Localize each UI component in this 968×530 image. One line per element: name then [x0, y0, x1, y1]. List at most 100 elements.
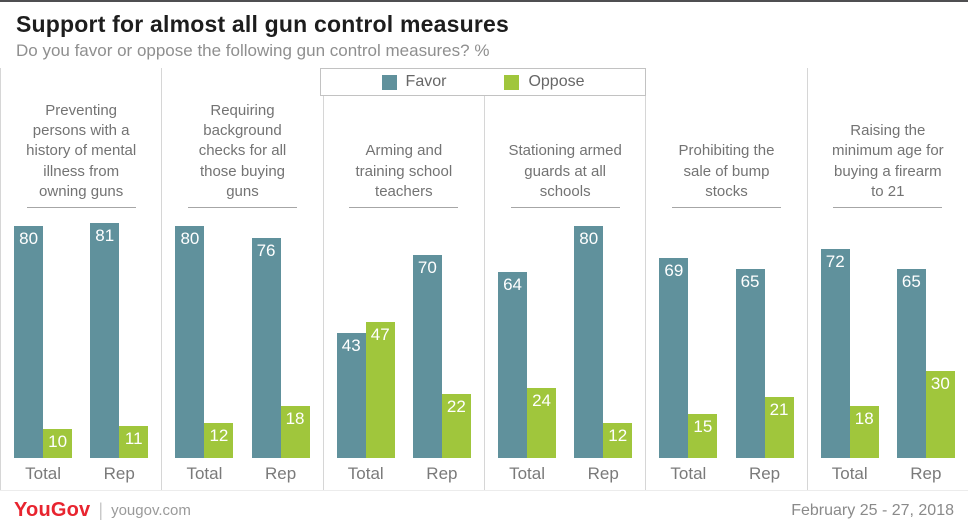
bar-value: 47	[370, 325, 390, 344]
group-label: Rep	[264, 464, 297, 483]
oppose-swatch-icon	[504, 74, 520, 90]
favor-bar: 65	[896, 269, 926, 458]
favor-bar: 80	[175, 226, 205, 458]
favor-bar: 76	[251, 238, 281, 458]
legend-label-favor: Favor	[405, 73, 447, 90]
bar-group-rep: 70 22 Rep	[412, 255, 471, 490]
bar-value: 80	[19, 229, 39, 248]
bar-value: 18	[285, 409, 305, 428]
panel-bars: 80 12 Total 76 18 Rep	[162, 208, 322, 490]
oppose-bar: 21	[764, 397, 794, 458]
group-label: Total	[831, 464, 868, 483]
favor-bar: 72	[820, 249, 850, 458]
panel-3: Arming and training school teachers 43 47 T…	[322, 68, 484, 490]
panel-6: Raising the minimum age for buying a fir…	[806, 68, 968, 490]
favor-bar: 80	[14, 226, 44, 458]
panel-heading: Arming and training school teachers	[355, 142, 453, 200]
bar-pair: 81 11	[90, 223, 149, 458]
group-label: Rep	[587, 464, 619, 483]
bar-value: 43	[341, 336, 361, 355]
panel-heading-rule	[349, 207, 459, 208]
bar-group-rep: 65 30 Rep	[896, 269, 955, 490]
panel-heading-rule	[510, 207, 620, 208]
bar-pair: 76 18	[251, 238, 310, 458]
panel-5: Prohibiting the sale of bump stocks 69 15 T…	[645, 68, 806, 490]
favor-bar: 70	[412, 255, 442, 458]
bar-pair: 64 24	[498, 272, 557, 458]
group-label: Rep	[426, 464, 458, 483]
bar-value: 21	[769, 400, 789, 419]
chart-area: Favor Oppose Preventing persons with a h…	[0, 68, 968, 490]
group-label: Total	[509, 464, 546, 483]
oppose-bar: 12	[603, 423, 633, 458]
panel-bars: 43 47 Total 70 22 Rep	[324, 208, 484, 490]
bar-value: 65	[740, 272, 760, 291]
bar-value: 10	[48, 432, 68, 451]
group-label: Rep	[910, 464, 942, 483]
panel-heading-rule	[187, 207, 297, 208]
oppose-bar: 15	[688, 414, 718, 458]
oppose-bar: 11	[119, 426, 149, 458]
group-label: Total	[186, 464, 223, 483]
panel-bars: 80 10 Total 81 11 Rep	[1, 208, 161, 490]
oppose-bar: 30	[925, 371, 955, 458]
panel-4: Stationing armed guards at all schools 64…	[483, 68, 645, 490]
bar-value: 64	[503, 275, 523, 294]
panel-bars: 72 18 Total 65 30 Rep	[808, 208, 968, 490]
brand-lockup: YouGov | yougov.com	[14, 499, 191, 522]
bar-value: 69	[664, 261, 684, 280]
group-label: Rep	[103, 464, 135, 483]
chart-footer: YouGov | yougov.com February 25 - 27, 20…	[0, 490, 968, 530]
legend: Favor Oppose	[320, 68, 646, 96]
favor-bar: 65	[735, 269, 765, 458]
bar-group-total: 80 12 Total	[175, 226, 234, 490]
favor-bar: 80	[574, 226, 604, 458]
bar-value: 65	[901, 272, 921, 291]
oppose-bar: 24	[527, 388, 557, 458]
oppose-bar: 22	[441, 394, 471, 458]
favor-bar: 81	[90, 223, 120, 458]
panel-heading-rule	[26, 207, 136, 208]
bar-group-total: 72 18 Total	[820, 249, 879, 490]
brand-site: yougov.com	[111, 502, 191, 519]
oppose-bar: 10	[43, 429, 73, 458]
bar-pair: 80 10	[14, 226, 73, 458]
bar-group-rep: 76 18 Rep	[251, 238, 310, 490]
bar-value: 80	[180, 229, 200, 248]
bar-value: 70	[417, 258, 437, 277]
panel-bars: 64 24 Total 80 12 Rep	[485, 208, 645, 490]
panel-bars: 69 15 Total 65 21 Rep	[646, 208, 806, 490]
panel-heading-rule	[671, 207, 781, 208]
bar-value: 24	[532, 391, 552, 410]
panel-2: Requiring background checks for all thos…	[161, 68, 322, 490]
favor-bar: 69	[659, 258, 689, 458]
bar-value: 12	[608, 426, 628, 445]
legend-item-favor: Favor	[381, 73, 447, 91]
bar-pair: 70 22	[412, 255, 471, 458]
favor-swatch-icon	[381, 74, 397, 90]
bar-group-total: 64 24 Total	[498, 272, 557, 490]
oppose-bar: 18	[280, 406, 310, 458]
oppose-bar: 12	[204, 423, 234, 458]
bar-pair: 80 12	[175, 226, 234, 458]
bar-pair: 80 12	[574, 226, 633, 458]
bar-value: 80	[579, 229, 599, 248]
bar-group-total: 80 10 Total	[14, 226, 73, 490]
favor-bar: 64	[498, 272, 528, 458]
brand-separator: |	[98, 500, 104, 520]
bar-value: 76	[256, 241, 276, 260]
bar-pair: 65 30	[896, 269, 955, 458]
bar-value: 15	[693, 417, 713, 436]
bar-group-rep: 81 11 Rep	[90, 223, 149, 490]
group-label: Total	[25, 464, 62, 483]
bar-group-rep: 80 12 Rep	[574, 226, 633, 490]
panel-heading: Stationing armed guards at all schools	[508, 142, 622, 200]
bar-pair: 43 47	[336, 322, 395, 458]
bar-pair: 65 21	[735, 269, 794, 458]
panel-heading-rule	[833, 207, 943, 208]
bar-value: 30	[930, 374, 950, 393]
bar-value: 22	[446, 397, 466, 416]
bar-value: 18	[854, 409, 874, 428]
group-label: Total	[347, 464, 384, 483]
bar-group-total: 69 15 Total	[659, 258, 718, 490]
